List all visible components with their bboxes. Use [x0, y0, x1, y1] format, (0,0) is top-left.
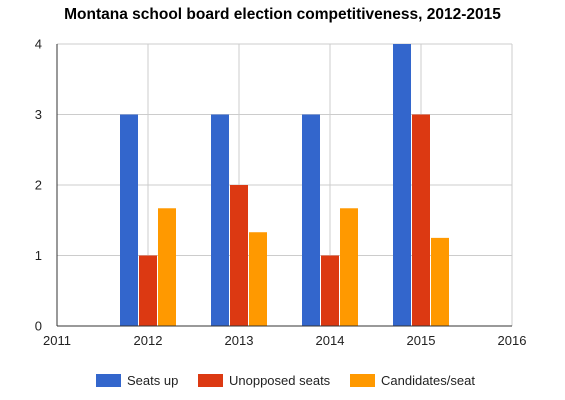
axes — [56, 44, 512, 327]
legend-swatch — [350, 374, 375, 387]
bar-series — [120, 44, 449, 326]
legend-label: Candidates/seat — [381, 373, 475, 388]
y-tick-label: 1 — [35, 248, 42, 263]
legend: Seats up Unopposed seats Candidates/seat — [96, 373, 475, 388]
bar — [302, 114, 320, 326]
bar — [120, 114, 138, 326]
bar — [211, 114, 229, 326]
y-tick-label: 0 — [35, 319, 42, 334]
x-tick-label: 2016 — [498, 333, 527, 348]
legend-swatch — [96, 374, 121, 387]
bar — [139, 255, 157, 326]
legend-label: Unopposed seats — [229, 373, 331, 388]
y-axis-ticks: 0 1 2 3 4 — [35, 37, 42, 334]
x-tick-label: 2014 — [316, 333, 345, 348]
y-tick-label: 2 — [35, 178, 42, 193]
bar — [393, 44, 411, 326]
x-tick-label: 2015 — [407, 333, 436, 348]
bar — [321, 255, 339, 326]
legend-label: Seats up — [127, 373, 178, 388]
bar — [158, 208, 176, 326]
x-tick-label: 2011 — [43, 333, 71, 348]
x-tick-label: 2012 — [134, 333, 163, 348]
x-axis-ticks: 2011 2012 2013 2014 2015 2016 — [43, 333, 526, 348]
legend-swatch — [198, 374, 223, 387]
bar — [340, 208, 358, 326]
x-tick-label: 2013 — [225, 333, 254, 348]
bar — [230, 185, 248, 326]
y-tick-label: 3 — [35, 107, 42, 122]
bar — [249, 232, 267, 326]
y-tick-label: 4 — [35, 37, 42, 52]
chart-title: Montana school board election competitiv… — [64, 6, 501, 23]
bar — [431, 237, 449, 326]
bar — [412, 114, 430, 326]
